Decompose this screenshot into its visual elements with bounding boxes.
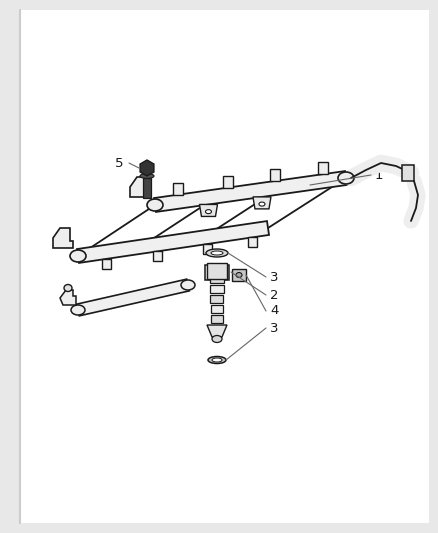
Text: 2: 2 — [269, 288, 278, 302]
Ellipse shape — [205, 249, 227, 257]
Polygon shape — [401, 165, 413, 181]
Ellipse shape — [212, 335, 222, 343]
Text: 5: 5 — [115, 157, 123, 169]
Text: 3: 3 — [269, 271, 278, 284]
Polygon shape — [248, 237, 257, 247]
Polygon shape — [210, 295, 223, 303]
Ellipse shape — [236, 272, 241, 278]
Ellipse shape — [71, 305, 85, 315]
Polygon shape — [140, 160, 154, 176]
Ellipse shape — [337, 172, 353, 184]
Polygon shape — [318, 162, 327, 174]
Polygon shape — [231, 269, 245, 281]
Polygon shape — [77, 279, 189, 316]
Polygon shape — [199, 205, 217, 216]
Polygon shape — [207, 325, 226, 337]
Ellipse shape — [211, 251, 223, 255]
Text: 1: 1 — [374, 168, 383, 182]
Polygon shape — [252, 197, 270, 209]
Polygon shape — [211, 315, 223, 323]
Polygon shape — [210, 305, 223, 313]
Polygon shape — [270, 169, 280, 181]
Ellipse shape — [70, 250, 86, 262]
Polygon shape — [205, 265, 229, 280]
Polygon shape — [173, 183, 183, 195]
Text: 4: 4 — [269, 304, 278, 318]
Polygon shape — [130, 177, 150, 197]
Ellipse shape — [212, 358, 222, 362]
Text: 3: 3 — [269, 321, 278, 335]
Ellipse shape — [258, 202, 265, 206]
Ellipse shape — [64, 285, 72, 292]
Polygon shape — [202, 244, 211, 254]
Polygon shape — [222, 176, 232, 188]
Polygon shape — [143, 178, 151, 198]
Polygon shape — [207, 263, 226, 279]
Ellipse shape — [205, 209, 211, 214]
Polygon shape — [77, 221, 268, 263]
Polygon shape — [53, 228, 73, 248]
Polygon shape — [154, 171, 346, 212]
Polygon shape — [209, 275, 223, 283]
Polygon shape — [210, 285, 223, 293]
Polygon shape — [20, 10, 428, 523]
Ellipse shape — [180, 280, 194, 290]
Ellipse shape — [140, 174, 154, 179]
Ellipse shape — [208, 357, 226, 364]
Polygon shape — [102, 259, 111, 269]
Polygon shape — [60, 290, 76, 305]
Ellipse shape — [147, 199, 162, 211]
Polygon shape — [153, 251, 162, 261]
